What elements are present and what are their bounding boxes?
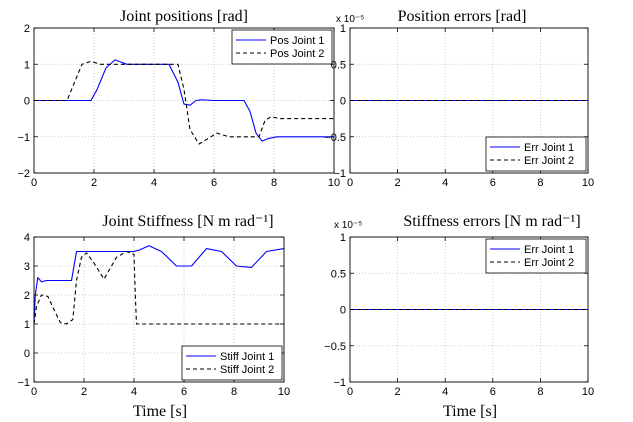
x-tick-label: 8 [537,177,543,189]
x-tick-label: 2 [91,177,97,189]
legend-label: Err Joint 1 [524,244,574,256]
y-tick-label: 4 [24,232,30,244]
x-tick-label: 8 [231,386,237,398]
y-tick-label: −0.5 [324,132,346,144]
legend-box [181,345,283,381]
x-tick-label: 6 [490,386,496,398]
x-tick-label: 8 [537,386,543,398]
x-tick-label: 6 [211,177,217,189]
axes-box [349,27,589,174]
panel-stiffness-errors: Stiffness errors [N m rad⁻¹] x 10⁻⁵ Time… [324,213,594,420]
y-tick-label: −1 [333,377,346,389]
legend-label: Pos Joint 2 [270,48,324,60]
y-tick-label: 0.5 [331,59,346,71]
series-line [34,59,334,142]
chart-title: Position errors [rad] [398,8,527,25]
legend-label: Err Joint 2 [524,155,574,167]
legend-box [485,238,587,274]
x-tick-label: 8 [271,177,277,189]
y-tick-label: 1 [24,59,30,71]
y-tick-label: 0 [340,96,346,108]
panel-joint-positions: Joint positions [rad] 0 2 4 6 8 10 −2 −1 0 1 2 Pos … [17,8,340,189]
x-tick-label: 10 [582,386,594,398]
legend-box [231,29,333,65]
axes-box [33,27,335,174]
axes-box [33,236,285,383]
y-tick-label: 0 [24,348,30,360]
axes-box [349,236,589,383]
series-line [34,60,334,145]
x-tick-label: 2 [395,177,401,189]
series-line [33,245,285,325]
x-tick-label: 0 [31,177,37,189]
panel-position-errors: Position errors [rad] x 10⁻⁵ 0 2 4 6 8 10−1−0… [324,8,594,189]
chart-title: Joint Stiffness [N m rad⁻¹] [102,213,273,230]
exponent-label: x 10⁻⁵ [334,220,362,231]
exponent-label: x 10⁻⁵ [336,14,364,25]
x-tick-label: 0 [347,386,353,398]
y-tick-label: 0.5 [331,268,346,280]
y-tick-label: −1 [333,168,346,180]
y-tick-label: 3 [24,261,30,273]
x-tick-label: 10 [278,386,290,398]
x-tick-label: 10 [328,177,340,189]
y-tick-label: 2 [24,290,30,302]
x-tick-label: 6 [181,386,187,398]
x-tick-label: 0 [31,386,37,398]
y-tick-label: −1 [17,132,30,144]
chart-title: Joint positions [rad] [120,8,248,25]
x-tick-label: 2 [81,386,87,398]
legend-label: Stiff Joint 2 [220,364,274,376]
x-tick-label: 6 [490,177,496,189]
y-tick-label: 0 [340,305,346,317]
x-axis-label: Time [s] [133,403,187,420]
legend-label: Pos Joint 1 [270,35,324,47]
x-tick-label: 4 [151,177,157,189]
x-tick-label: 2 [395,386,401,398]
x-axis-label: Time [s] [443,403,497,420]
legend-label: Stiff Joint 1 [220,351,274,363]
x-tick-label: 4 [131,386,137,398]
y-tick-label: −1 [17,377,30,389]
legend-label: Err Joint 1 [524,142,574,154]
panel-joint-stiffness: Joint Stiffness [N m rad⁻¹] Time [s] 0 2 4… [17,213,290,420]
x-tick-label: 4 [442,386,448,398]
y-tick-label: 1 [24,319,30,331]
y-tick-label: 1 [340,23,346,35]
y-tick-label: 0 [24,96,30,108]
legend-box [485,136,587,172]
x-tick-label: 0 [347,177,353,189]
y-tick-label: −2 [17,168,30,180]
y-tick-label: −0.5 [324,341,346,353]
x-tick-label: 10 [582,177,594,189]
chart-title: Stiffness errors [N m rad⁻¹] [403,213,580,230]
series-line [33,250,284,325]
x-tick-label: 4 [442,177,448,189]
legend-label: Err Joint 2 [524,257,574,269]
y-tick-label: 2 [24,23,30,35]
y-tick-label: 1 [340,232,346,244]
